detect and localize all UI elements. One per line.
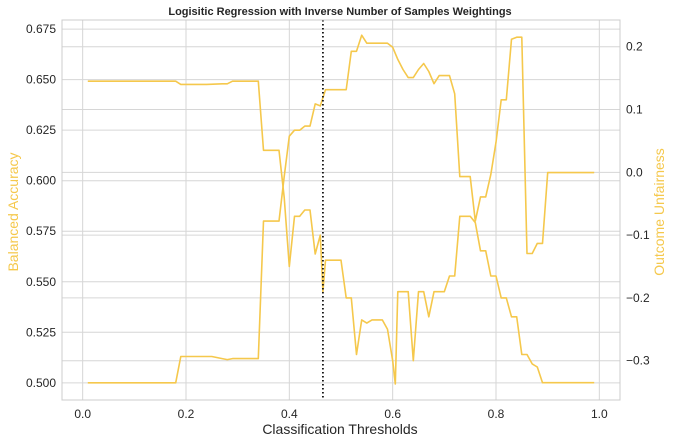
y-left-tick-label: 0.600 [26,174,56,188]
y-left-tick-label: 0.550 [26,275,56,289]
plot-background [62,20,620,400]
y-right-tick-label: −0.1 [626,228,650,242]
y-right-tick-labels: −0.3 −0.2 −0.1 0.0 0.1 0.2 [626,40,650,368]
grid-lines [62,20,620,400]
x-tick-label: 1.0 [591,407,608,421]
x-tick-label: 0.4 [281,407,298,421]
x-axis-label: Classification Thresholds [262,421,417,437]
series-line-left [87,34,595,384]
y-left-tick-label: 0.675 [26,22,56,36]
y-right-tick-label: −0.3 [626,354,650,368]
series-line-right [87,80,595,385]
y-left-tick-label: 0.650 [26,73,56,87]
x-tick-label: 0.0 [74,407,91,421]
y-left-tick-label: 0.525 [26,325,56,339]
y-right-tick-label: −0.2 [626,291,650,305]
x-tick-label: 0.8 [488,407,505,421]
y-right-tick-label: 0.2 [626,40,643,54]
x-tick-labels: 0.0 0.2 0.4 0.6 0.8 1.0 [74,407,608,421]
y-right-tick-label: 0.0 [626,165,643,179]
y-right-tick-label: 0.1 [626,103,643,117]
series-layer [87,34,595,385]
y-left-tick-label: 0.575 [26,224,56,238]
x-tick-label: 0.6 [384,407,401,421]
x-tick-label: 0.2 [178,407,195,421]
chart-title: Logisitic Regression with Inverse Number… [168,6,511,18]
y-left-tick-label: 0.625 [26,123,56,137]
y-left-tick-label: 0.500 [26,376,56,390]
y-left-tick-labels: 0.500 0.525 0.550 0.575 0.600 0.625 0.650 0.675 [26,22,56,390]
y-axis-right-label: Outcome Unfairness [651,148,667,276]
plot-frame [61,19,621,401]
y-axis-left-label: Balanced Accuracy [5,152,21,271]
